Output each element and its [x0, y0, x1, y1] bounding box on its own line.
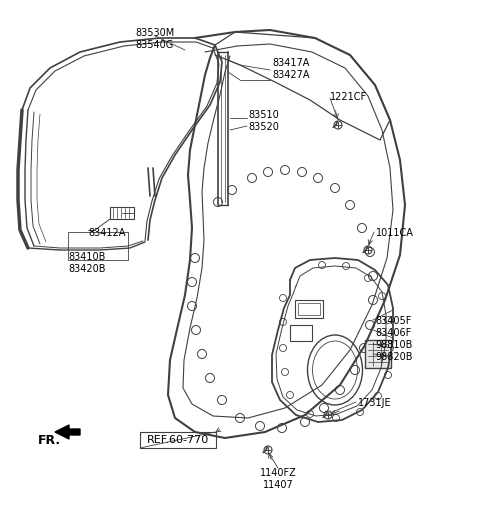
Text: 1011CA: 1011CA — [376, 228, 414, 238]
Text: 83410B
83420B: 83410B 83420B — [68, 252, 106, 274]
Bar — [298, 303, 320, 315]
Bar — [110, 207, 134, 219]
Bar — [365, 340, 391, 368]
Text: FR.: FR. — [38, 433, 61, 447]
Bar — [68, 232, 128, 260]
Text: REF.60-770: REF.60-770 — [147, 435, 209, 445]
Text: 83510
83520: 83510 83520 — [248, 110, 279, 132]
Bar — [295, 300, 323, 318]
Text: 1140FZ
11407: 1140FZ 11407 — [260, 468, 296, 490]
Bar — [290, 325, 312, 341]
Text: 83417A
83427A: 83417A 83427A — [272, 58, 310, 80]
Text: 83405F
83406F: 83405F 83406F — [375, 316, 411, 338]
FancyArrow shape — [55, 425, 80, 439]
Text: 98810B
98820B: 98810B 98820B — [375, 340, 412, 362]
Bar — [140, 432, 216, 448]
Text: 1221CF: 1221CF — [330, 92, 367, 102]
Text: 83412A: 83412A — [88, 228, 125, 238]
Text: 1731JE: 1731JE — [358, 398, 392, 408]
Text: 83530M
83540G: 83530M 83540G — [135, 28, 175, 50]
